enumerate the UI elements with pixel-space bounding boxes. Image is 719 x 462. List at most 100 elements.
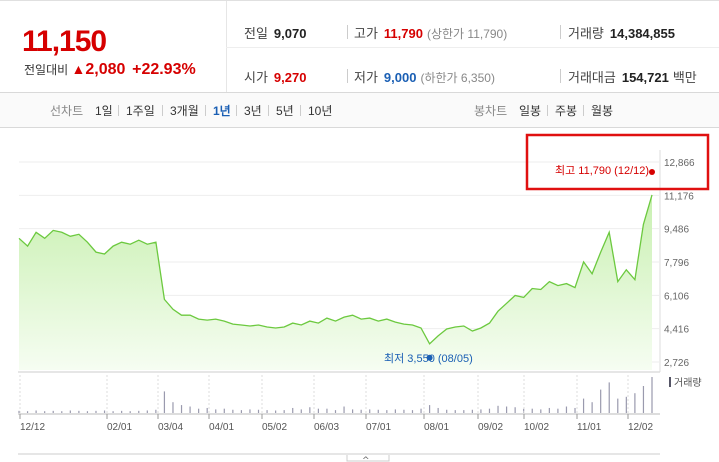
chevron-up-icon[interactable]: ^ xyxy=(362,456,370,462)
x-tick-label: 10/02 xyxy=(524,422,549,433)
volume-bar xyxy=(198,408,200,413)
high-label: 고가 xyxy=(354,26,378,41)
volume-bar xyxy=(531,408,533,413)
volume-bar xyxy=(266,410,268,413)
tab-3y[interactable]: 3년 xyxy=(244,104,262,118)
low-value: 9,000 xyxy=(383,70,417,85)
candle-chart-label: 봉차트 xyxy=(474,104,508,118)
volume-bar xyxy=(61,411,63,413)
high-annotation: 최고 11,790 (12/12) xyxy=(555,164,649,177)
change-percent: +22.93% xyxy=(132,61,196,78)
x-tick-label: 03/04 xyxy=(158,422,183,433)
x-tick-label: 02/01 xyxy=(107,422,132,433)
tab-1y[interactable]: 1년 xyxy=(213,104,231,118)
tab-1w[interactable]: 1주일 xyxy=(126,104,155,118)
volume-bar xyxy=(514,407,516,413)
x-tick-label: 11/01 xyxy=(577,422,602,433)
prev-close-label: 전일 xyxy=(244,26,268,41)
y-tick-label: 6,106 xyxy=(664,291,689,302)
prev-close: 전일 9,070 xyxy=(244,23,306,42)
chart-tabs: 선차트 1일 1주일 3개월 1년 3년 5년 10년 봉차트 일봉 주봉 월봉 xyxy=(0,92,719,128)
volume-bar xyxy=(103,410,106,413)
tab-1d[interactable]: 1일 xyxy=(95,104,113,118)
volume-bar xyxy=(411,410,414,413)
open-value: 9,270 xyxy=(273,70,307,85)
x-tick-label: 12/12 xyxy=(20,422,45,433)
change-value: 2,080 xyxy=(85,61,126,78)
volume-info: 거래량 14,384,855 xyxy=(568,23,675,42)
volume-bar xyxy=(121,410,123,413)
lower-limit: (하한가 6,350) xyxy=(420,71,495,85)
x-tick-label: 05/02 xyxy=(262,422,287,433)
volume-bar xyxy=(257,409,260,413)
volume-bar xyxy=(249,409,251,413)
volume-bar xyxy=(651,377,653,413)
low-label: 저가 xyxy=(354,70,378,85)
volume-bar xyxy=(138,410,140,413)
volume-bar xyxy=(454,410,456,413)
x-tick-label: 08/01 xyxy=(424,422,449,433)
volume-bar xyxy=(591,402,593,413)
volume-bar xyxy=(557,408,559,413)
volume-bar xyxy=(377,409,379,413)
tab-weekly[interactable]: 주봉 xyxy=(555,104,578,118)
volume-bar xyxy=(317,408,319,413)
volume-bar xyxy=(112,411,114,413)
price-line xyxy=(18,194,653,345)
y-tick-label: 9,486 xyxy=(664,225,689,236)
amount-value: 154,721 xyxy=(621,70,669,85)
tab-3m[interactable]: 3개월 xyxy=(170,104,199,118)
change-label: 전일대비 xyxy=(24,63,69,77)
collapse-tab[interactable] xyxy=(346,455,390,462)
x-tick-label: 04/01 xyxy=(209,422,234,433)
volume-bar xyxy=(334,410,337,413)
price-box: 11,150 전일대비 ▲2,080 +22.93% xyxy=(0,1,227,93)
divider xyxy=(162,105,163,116)
volume-bar xyxy=(565,406,568,413)
volume-bar xyxy=(437,407,439,413)
volume-legend-swatch xyxy=(669,377,671,387)
volume-bar xyxy=(642,386,645,413)
open-price: 시가 9,270 xyxy=(244,67,306,86)
high-marker xyxy=(649,169,655,175)
high-value: 11,790 xyxy=(383,26,423,41)
up-triangle-icon: ▲ xyxy=(71,61,86,77)
divider xyxy=(560,25,561,39)
volume-bar xyxy=(180,405,183,413)
volume-bar xyxy=(300,409,302,413)
low-price: 저가 9,000 (하한가 6,350) xyxy=(354,67,495,86)
divider xyxy=(547,105,548,116)
tab-monthly[interactable]: 월봉 xyxy=(591,104,614,118)
volume-bar xyxy=(471,409,473,413)
volume-bar xyxy=(428,405,431,413)
volume-bar xyxy=(480,409,482,413)
volume-bar xyxy=(352,409,354,413)
y-tick-label: 2,726 xyxy=(664,358,689,369)
volume-bar xyxy=(26,411,29,413)
volume-bar xyxy=(394,409,396,413)
volume-bar xyxy=(155,409,157,413)
x-tick-label: 12/02 xyxy=(628,422,653,433)
volume-bar xyxy=(18,410,20,413)
volume-bar xyxy=(634,393,636,413)
x-tick-label: 09/02 xyxy=(478,422,503,433)
divider xyxy=(205,105,206,116)
upper-limit: (상한가 11,790) xyxy=(426,27,508,41)
tab-daily[interactable]: 일봉 xyxy=(519,104,542,118)
volume-bar xyxy=(95,410,97,413)
volume-bar xyxy=(146,410,148,413)
current-price: 11,150 xyxy=(22,25,107,58)
divider xyxy=(268,105,269,116)
volume-bar xyxy=(78,410,80,413)
divider xyxy=(347,69,348,83)
volume-bar xyxy=(360,409,362,413)
volume-bar xyxy=(189,406,191,413)
amount-unit: 백만 xyxy=(672,70,697,85)
high-price: 고가 11,790 (상한가 11,790) xyxy=(354,23,507,42)
volume-bar xyxy=(69,410,71,413)
divider xyxy=(300,105,301,116)
volume-bar xyxy=(548,407,550,413)
y-tick-label: 11,176 xyxy=(664,191,694,202)
tab-5y[interactable]: 5년 xyxy=(276,104,294,118)
tab-10y[interactable]: 10년 xyxy=(308,104,333,118)
